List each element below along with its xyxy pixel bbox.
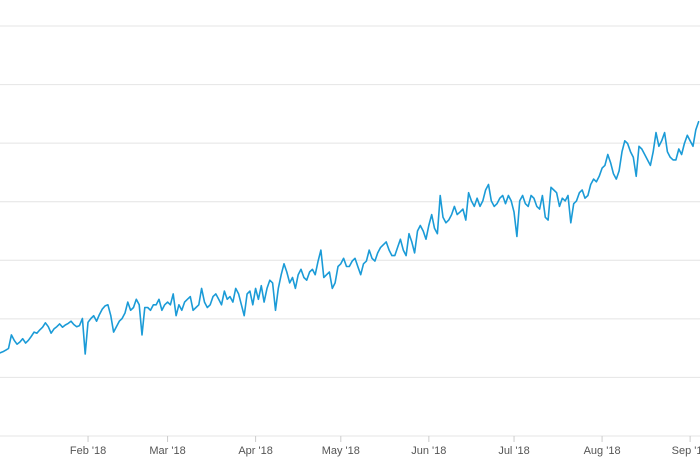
series-line-0 [0,120,700,355]
x-tick-label: Jun '18 [411,445,446,457]
x-tick-label: Apr '18 [238,445,273,457]
gridlines [0,25,700,378]
series-group [0,120,700,355]
x-tick-label: May '18 [322,445,360,457]
x-axis: Feb '18 Mar '18 Apr '18 May '18 Jun '18 Jul '… [0,435,700,457]
x-tick-label: Aug '18 [584,445,621,457]
x-tick-label: Jul '18 [498,445,529,457]
x-tick-label: Sep '18 [672,445,700,457]
x-tick-label: Mar '18 [149,445,185,457]
x-tick-label: Feb '18 [70,445,106,457]
